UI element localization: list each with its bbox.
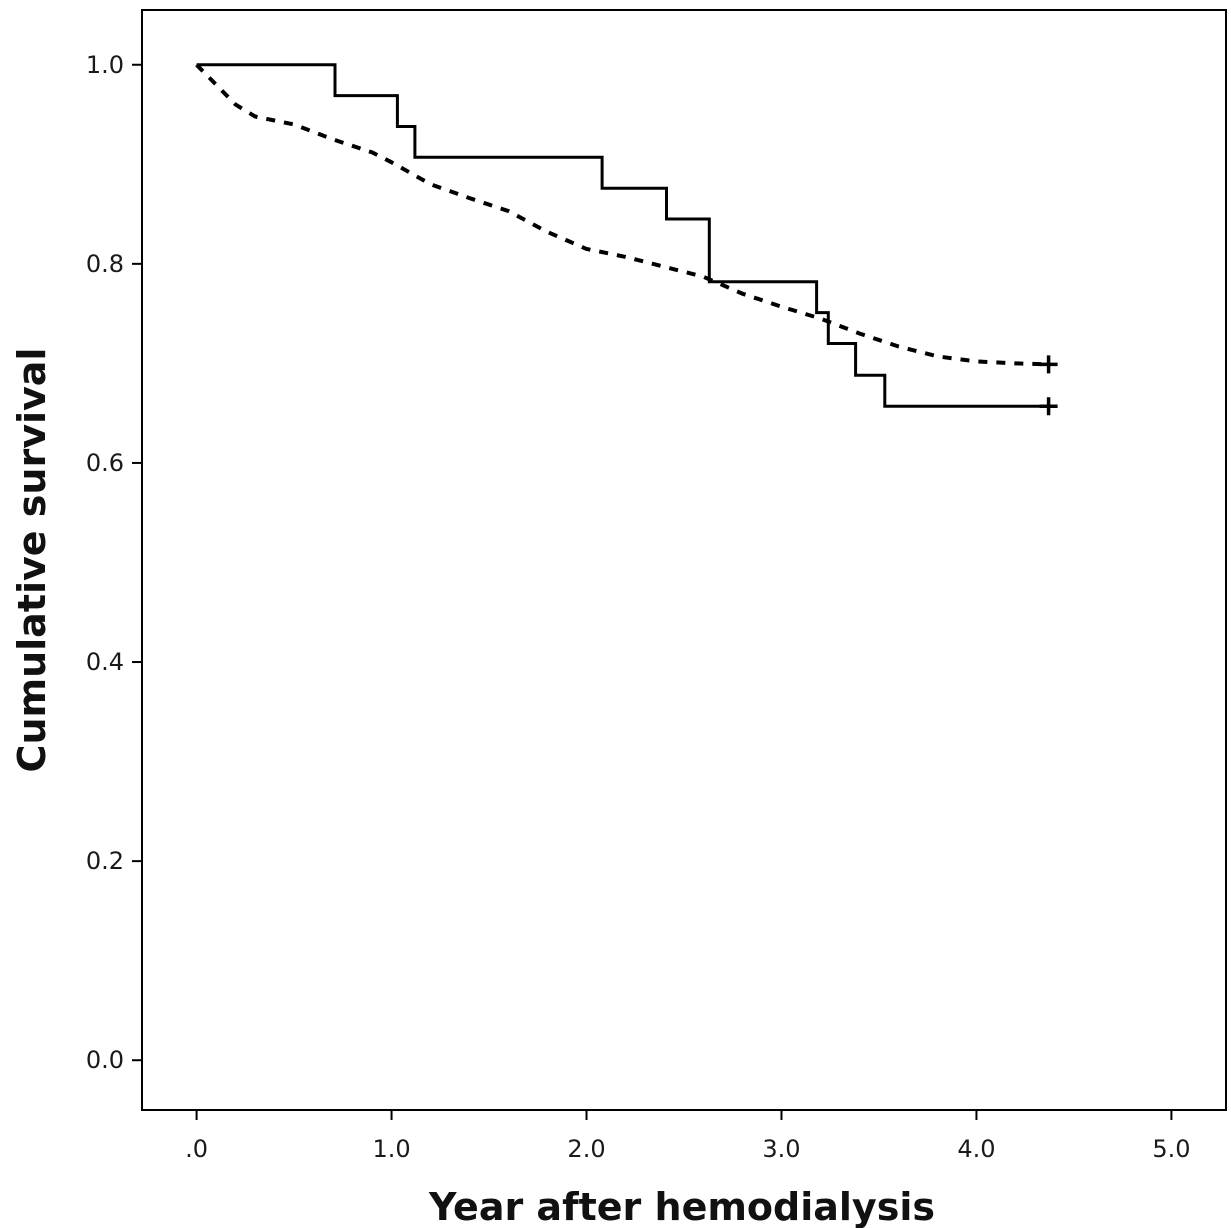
y-tick-label: 0.4 <box>86 648 124 676</box>
x-tick-label: 4.0 <box>957 1135 995 1163</box>
y-tick-label: 1.0 <box>86 51 124 79</box>
series-layer <box>195 63 1058 416</box>
y-axis-title: Cumulative survival <box>10 348 54 773</box>
censor-mark <box>1039 397 1058 416</box>
x-axis-title: Year after hemodialysis <box>428 1185 935 1228</box>
series-line-dotted <box>195 63 1049 367</box>
x-tick-label: 3.0 <box>762 1135 800 1163</box>
x-tick-label: 2.0 <box>567 1135 605 1163</box>
series-line-solid <box>196 63 1049 408</box>
y-tick-label: 0.6 <box>86 449 124 477</box>
x-tick-label: 5.0 <box>1152 1135 1190 1163</box>
plot-frame <box>141 9 1227 1111</box>
y-axis: 0.0 0.2 0.4 0.6 0.8 1.0 <box>86 51 142 1074</box>
x-axis: .0 1.0 2.0 3.0 4.0 5.0 <box>185 1110 1190 1163</box>
y-tick-label: 0.2 <box>86 847 124 875</box>
y-tick-label: 0.0 <box>86 1046 124 1074</box>
x-tick-label: 1.0 <box>372 1135 410 1163</box>
x-tick-label: .0 <box>185 1135 208 1163</box>
censor-mark <box>1039 355 1058 374</box>
y-tick-label: 0.8 <box>86 250 124 278</box>
